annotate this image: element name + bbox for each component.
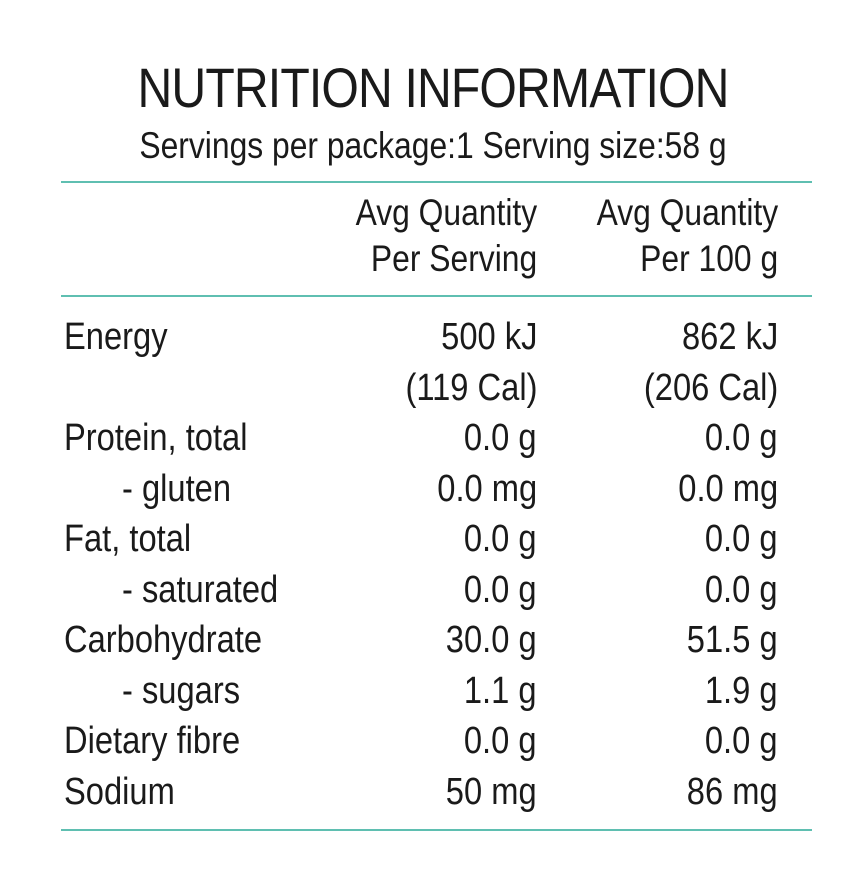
per-serving-value-line: 30.0 g (446, 619, 537, 661)
per-100g-value-line: 862 kJ (681, 316, 778, 358)
nutrient-label-text: Sodium (64, 770, 175, 813)
per-100g-value: 0.0 g (693, 716, 778, 767)
nutrient-row: Carbohydrate 30.0 g 51.5 g (0, 615, 866, 666)
nutrient-label: Fat, total (64, 514, 212, 565)
per-100g-value-line: 51.5 g (687, 619, 778, 661)
per-100g-value-line: (206 Cal) (643, 366, 778, 409)
nutrient-row: Protein, total 0.0 g 0.0 g (0, 413, 866, 464)
per-serving-value-line: (119 Cal) (405, 366, 537, 409)
per-100g-value: 0.0 g (693, 413, 778, 464)
nutrient-label-text: Fat, total (64, 518, 192, 560)
per-serving-value: 0.0 g (452, 514, 537, 565)
per-100g-value-line: 1.9 g (705, 669, 778, 712)
nutrient-label: - saturated (122, 565, 304, 616)
per-serving-value: 0.0 g (452, 413, 537, 464)
per-serving-value-line: 0.0 g (464, 720, 537, 762)
nutrient-row: - saturated 0.0 g 0.0 g (0, 565, 866, 616)
per-100g-value-line: 0.0 g (705, 417, 778, 459)
nutrient-row: - sugars 1.1 g 1.9 g (0, 666, 866, 717)
per-serving-value-line: 1.1 g (464, 669, 537, 712)
nutrient-row: Fat, total 0.0 g 0.0 g (0, 514, 866, 565)
per-100g-value: 0.0 g (693, 565, 778, 616)
nutrient-label: Energy (64, 312, 184, 363)
servings-info: Servings per package:1 Serving size:58 g (139, 125, 727, 166)
nutrient-row: Energy 500 kJ (119 Cal) 862 kJ (206 Cal) (0, 312, 866, 413)
nutrient-label-text: Energy (64, 316, 168, 358)
nutrient-label: Sodium (64, 767, 193, 818)
per-serving-value: 500 kJ (119 Cal) (384, 312, 537, 413)
column-header-per-serving-line-2: Per Serving (370, 238, 537, 279)
nutrient-label: Dietary fibre (64, 716, 269, 767)
per-serving-value: 0.0 g (452, 565, 537, 616)
nutrient-table: Energy 500 kJ (119 Cal) 862 kJ (206 Cal) Prot… (0, 312, 866, 817)
nutrient-label-text: - saturated (122, 568, 279, 611)
nutrient-label-text: Protein, total (64, 417, 248, 459)
per-serving-value-line: 50 mg (446, 770, 537, 813)
nutrient-label-text: - gluten (122, 467, 232, 510)
nutrient-label: Protein, total (64, 413, 277, 464)
per-100g-value-line: 0.0 g (705, 720, 778, 762)
per-serving-value: 50 mg (431, 767, 537, 818)
per-serving-value: 0.0 g (452, 716, 537, 767)
per-100g-value: 862 kJ (206 Cal) (622, 312, 778, 413)
nutrient-label-text: - sugars (122, 669, 241, 712)
bottom-divider (61, 829, 812, 831)
per-100g-value: 0.0 g (693, 514, 778, 565)
header-divider (61, 295, 812, 297)
column-header-per-serving-line-1: Avg Quantity (355, 192, 537, 233)
panel-title: NUTRITION INFORMATION (137, 56, 729, 119)
per-serving-value-line: 0.0 g (464, 518, 537, 560)
per-100g-value: 0.0 mg (662, 464, 778, 515)
nutrient-row: - gluten 0.0 mg 0.0 mg (0, 464, 866, 515)
per-100g-value-line: 86 mg (687, 770, 778, 813)
column-header-per-100g: Avg Quantity Per 100 g (567, 190, 778, 282)
per-serving-value: 30.0 g (431, 615, 537, 666)
per-serving-value: 0.0 mg (421, 464, 537, 515)
column-header-per-100g-line-2: Per 100 g (640, 238, 778, 279)
per-100g-value-line: 0.0 mg (678, 467, 778, 510)
column-header-per-100g-line-1: Avg Quantity (596, 192, 778, 233)
nutrient-label: - gluten (122, 464, 249, 515)
nutrient-label-text: Dietary fibre (64, 720, 241, 762)
per-100g-value: 1.9 g (693, 666, 778, 717)
per-serving-value-line: 0.0 mg (437, 467, 537, 510)
per-100g-value: 51.5 g (672, 615, 778, 666)
nutrient-label: - sugars (122, 666, 259, 717)
per-100g-value-line: 0.0 g (705, 518, 778, 560)
nutrient-row: Dietary fibre 0.0 g 0.0 g (0, 716, 866, 767)
per-serving-value: 1.1 g (452, 666, 537, 717)
top-divider (61, 181, 812, 183)
column-header-per-serving: Avg Quantity Per Serving (326, 190, 537, 282)
per-100g-value: 86 mg (672, 767, 778, 818)
nutrient-label-text: Carbohydrate (64, 619, 263, 661)
nutrient-row: Sodium 50 mg 86 mg (0, 767, 866, 818)
nutrient-label: Carbohydrate (64, 615, 294, 666)
per-100g-value-line: 0.0 g (705, 568, 778, 611)
per-serving-value-line: 0.0 g (464, 568, 537, 611)
per-serving-value-line: 500 kJ (440, 316, 537, 358)
per-serving-value-line: 0.0 g (464, 417, 537, 459)
